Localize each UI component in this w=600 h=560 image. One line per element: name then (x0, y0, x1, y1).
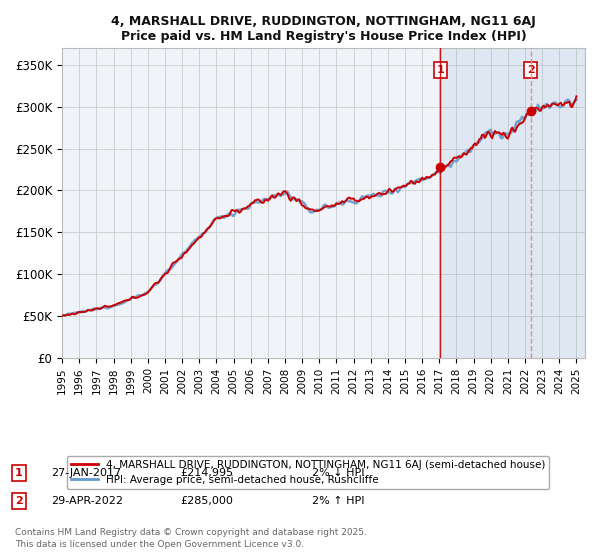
Legend: 4, MARSHALL DRIVE, RUDDINGTON, NOTTINGHAM, NG11 6AJ (semi-detached house), HPI: : 4, MARSHALL DRIVE, RUDDINGTON, NOTTINGHA… (67, 455, 550, 489)
Text: £285,000: £285,000 (180, 496, 233, 506)
Text: 2: 2 (15, 496, 23, 506)
Text: Contains HM Land Registry data © Crown copyright and database right 2025.
This d: Contains HM Land Registry data © Crown c… (15, 528, 367, 549)
Text: 2% ↑ HPI: 2% ↑ HPI (312, 496, 365, 506)
Text: £214,995: £214,995 (180, 468, 233, 478)
Text: 1: 1 (437, 65, 445, 75)
Text: 2% ↓ HPI: 2% ↓ HPI (312, 468, 365, 478)
Text: 29-APR-2022: 29-APR-2022 (51, 496, 123, 506)
Title: 4, MARSHALL DRIVE, RUDDINGTON, NOTTINGHAM, NG11 6AJ
Price paid vs. HM Land Regis: 4, MARSHALL DRIVE, RUDDINGTON, NOTTINGHA… (111, 15, 536, 43)
Bar (440, 48, 585, 358)
Text: 2: 2 (527, 65, 535, 75)
Text: 1: 1 (15, 468, 23, 478)
Text: 27-JAN-2017: 27-JAN-2017 (51, 468, 121, 478)
